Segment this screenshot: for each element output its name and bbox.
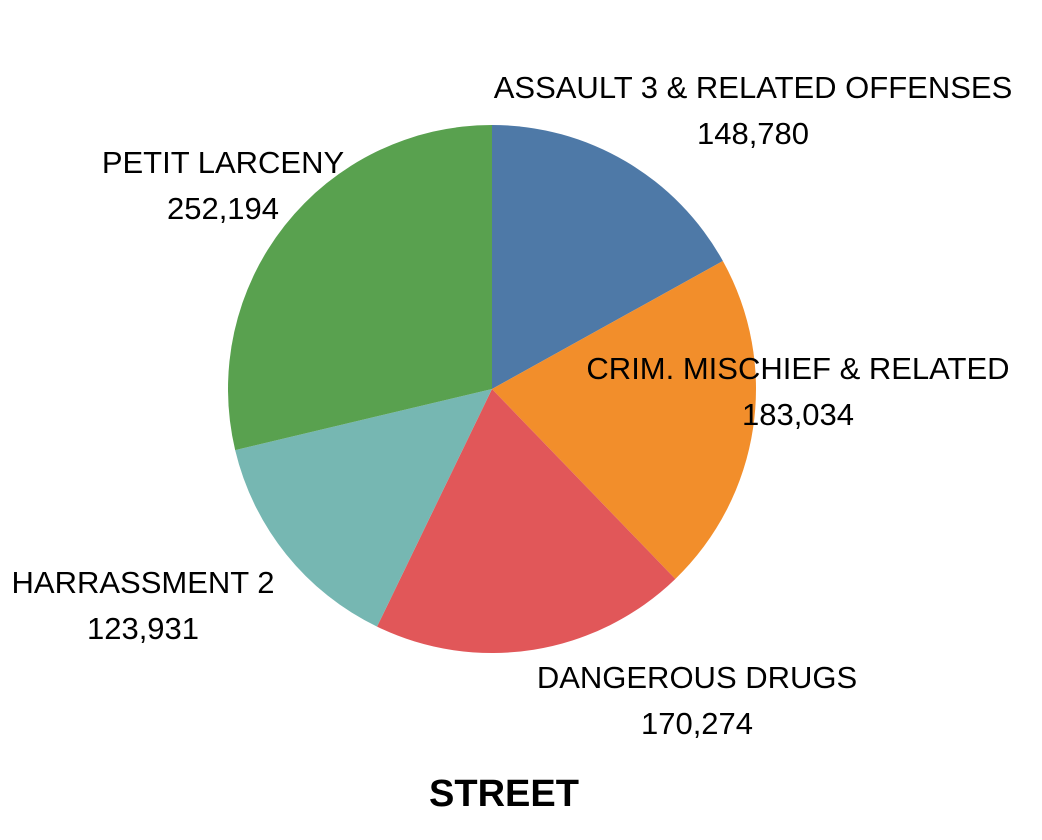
slice-value-crim-mischief: 183,034 <box>742 397 854 432</box>
slice-value-petit-larceny: 252,194 <box>167 191 279 226</box>
slice-value-dangerous-drugs: 170,274 <box>641 706 753 741</box>
slice-label-crim-mischief: CRIM. MISCHIEF & RELATED <box>586 351 1009 386</box>
slice-label-assault: ASSAULT 3 & RELATED OFFENSES <box>494 70 1013 105</box>
pie-slice-dangerous-drugs <box>377 389 676 653</box>
pie-slice-petit-larceny <box>228 125 492 451</box>
slice-label-harrassment: HARRASSMENT 2 <box>12 565 275 600</box>
pie-slice-assault-3-related-offenses <box>492 125 723 389</box>
pie-slices <box>228 125 756 653</box>
slice-value-harrassment: 123,931 <box>87 611 199 646</box>
slice-labels: ASSAULT 3 & RELATED OFFENSES 148,780 CRI… <box>12 70 1013 741</box>
pie-slice-crim-mischief-related <box>492 260 756 579</box>
pie-slice-harrassment-2 <box>235 389 493 627</box>
slice-label-dangerous-drugs: DANGEROUS DRUGS <box>537 660 857 695</box>
slice-value-assault: 148,780 <box>697 116 809 151</box>
slice-label-petit-larceny: PETIT LARCENY <box>102 145 344 180</box>
chart-title: STREET <box>429 773 579 815</box>
